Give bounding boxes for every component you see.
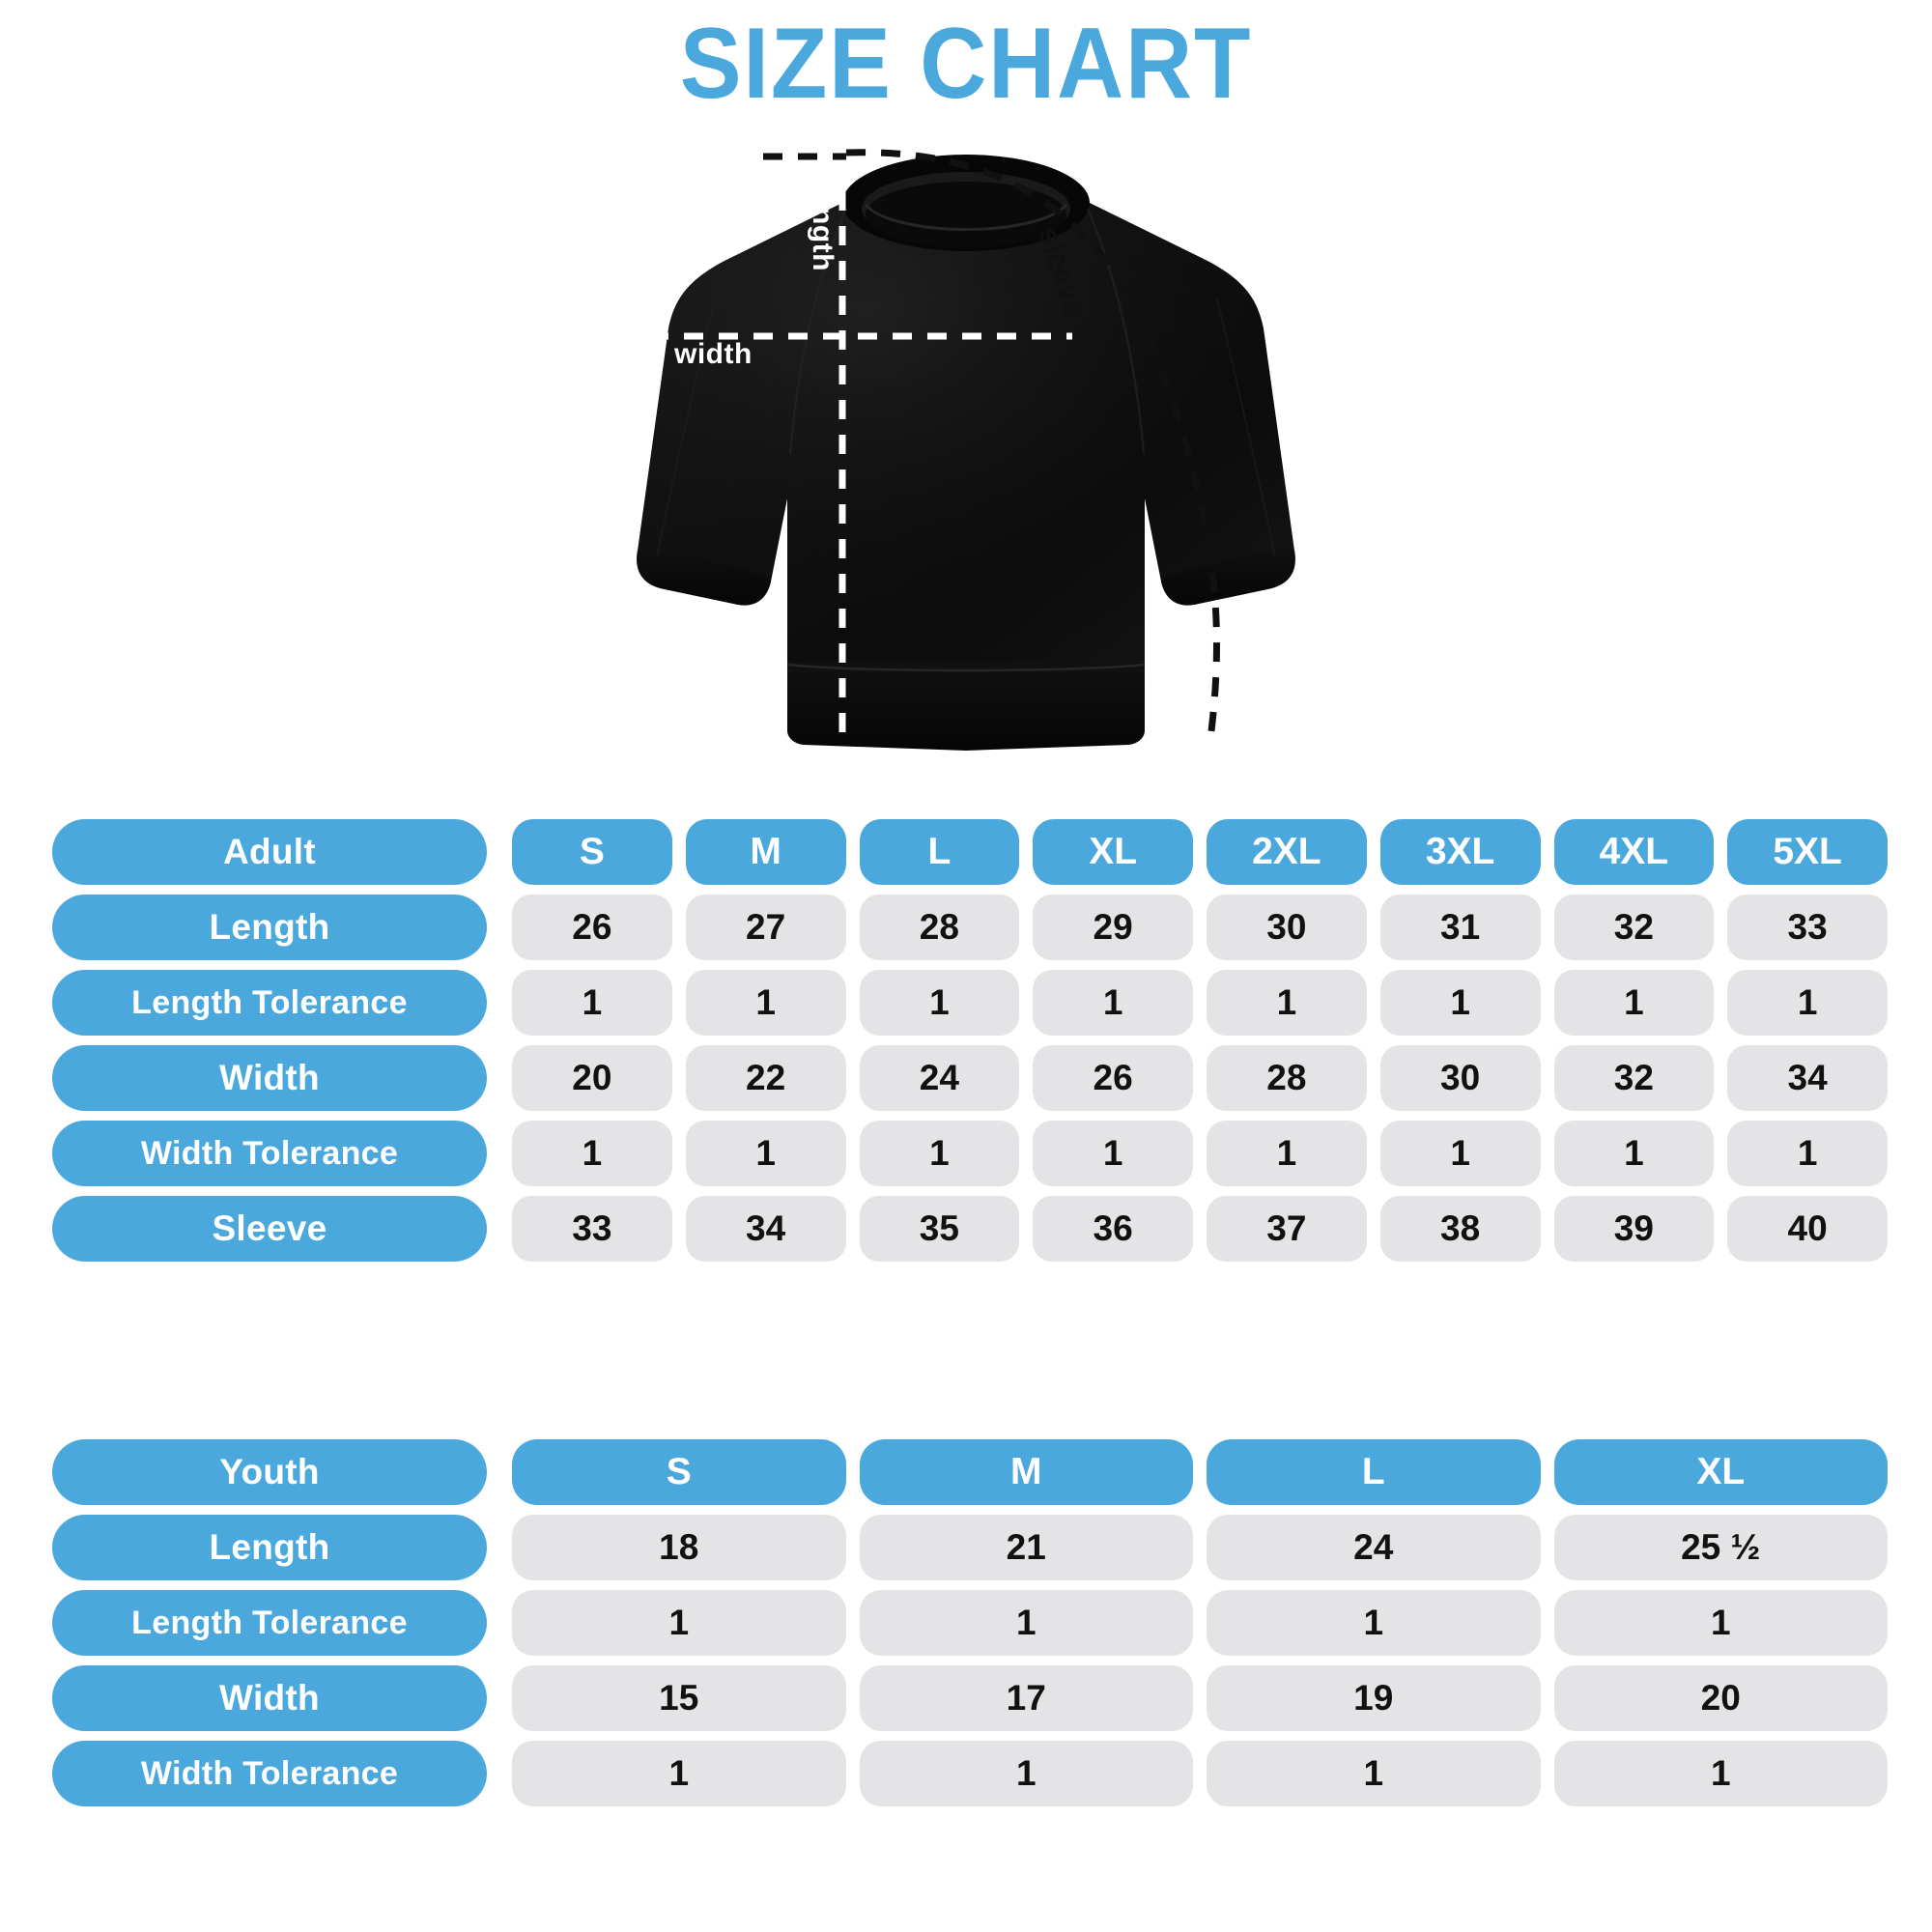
- row-label-sleeve: Sleeve: [52, 1196, 487, 1262]
- table-cell: 1: [512, 1121, 672, 1186]
- table-cell: 26: [1033, 1045, 1193, 1111]
- table-cell: 38: [1379, 1196, 1541, 1262]
- table-cell: 1: [685, 970, 846, 1036]
- table-cell: 1: [859, 970, 1020, 1036]
- table-cell: 30: [1379, 1045, 1541, 1111]
- width-label: width: [674, 338, 753, 370]
- column-header-m: M: [685, 819, 846, 885]
- row-label-width: Width: [52, 1045, 487, 1111]
- table-cell: 39: [1553, 1196, 1715, 1262]
- table-cell: 18: [512, 1515, 846, 1580]
- column-header-s: S: [512, 1439, 846, 1505]
- sleeve-guide-line: [845, 149, 1220, 747]
- table-row: Length 26 27 28 29 30 31 32 33: [52, 895, 1888, 960]
- table-cell: 1: [859, 1741, 1193, 1806]
- table-cell: 1: [1553, 1590, 1888, 1656]
- column-header-2xl: 2XL: [1207, 819, 1367, 885]
- table-cell: 21: [859, 1515, 1193, 1580]
- table-cell: 34: [1727, 1045, 1888, 1111]
- table-cell: 17: [859, 1665, 1193, 1731]
- table-cell: 40: [1727, 1196, 1888, 1262]
- table-cell: 26: [512, 895, 672, 960]
- table-cell: 27: [685, 895, 846, 960]
- table-cell: 1: [1379, 970, 1541, 1036]
- table-cell: 31: [1379, 895, 1541, 960]
- adult-table-title: Adult: [52, 819, 487, 885]
- table-cell: 1: [1727, 1121, 1888, 1186]
- table-cell: 1: [1727, 970, 1888, 1036]
- table-cell: 28: [859, 895, 1020, 960]
- table-row: Length Tolerance 1 1 1 1 1 1 1 1: [52, 970, 1888, 1036]
- row-label-width: Width: [52, 1665, 487, 1731]
- table-header-row: Adult S M L XL 2XL 3XL 4XL 5XL: [52, 819, 1888, 885]
- column-header-xl: XL: [1553, 1439, 1888, 1505]
- table-cell: 1: [512, 1590, 846, 1656]
- table-cell: 1: [1553, 1741, 1888, 1806]
- table-cell: 24: [859, 1045, 1020, 1111]
- row-label-length-tolerance: Length Tolerance: [52, 970, 487, 1036]
- column-header-4xl: 4XL: [1553, 819, 1715, 885]
- table-cell: 20: [512, 1045, 672, 1111]
- table-cell: 1: [512, 970, 672, 1036]
- column-header-s: S: [512, 819, 672, 885]
- table-cell: 15: [512, 1665, 846, 1731]
- table-cell: 25 ½: [1553, 1515, 1888, 1580]
- table-cell: 33: [512, 1196, 672, 1262]
- row-label-length-tolerance: Length Tolerance: [52, 1590, 487, 1656]
- column-header-l: L: [1207, 1439, 1541, 1505]
- table-row: Length Tolerance 1 1 1 1: [52, 1590, 1888, 1656]
- table-cell: 36: [1033, 1196, 1193, 1262]
- youth-table-title: Youth: [52, 1439, 487, 1505]
- sweatshirt-svg: [637, 149, 1295, 751]
- length-label: length: [807, 182, 838, 271]
- table-cell: 1: [685, 1121, 846, 1186]
- table-cell: 1: [1207, 970, 1367, 1036]
- table-cell: 33: [1727, 895, 1888, 960]
- garment-illustration: length width sleeve: [618, 135, 1314, 811]
- table-cell: 1: [1207, 1590, 1541, 1656]
- row-label-width-tolerance: Width Tolerance: [52, 1741, 487, 1806]
- table-cell: 29: [1033, 895, 1193, 960]
- table-row: Length 18 21 24 25 ½: [52, 1515, 1888, 1580]
- column-header-3xl: 3XL: [1379, 819, 1541, 885]
- table-cell: 34: [685, 1196, 846, 1262]
- table-cell: 1: [859, 1121, 1020, 1186]
- table-cell: 1: [1553, 1121, 1715, 1186]
- column-header-m: M: [859, 1439, 1193, 1505]
- row-label-length: Length: [52, 895, 487, 960]
- table-row: Width 20 22 24 26 28 30 32 34: [52, 1045, 1888, 1111]
- table-cell: 1: [859, 1590, 1193, 1656]
- column-header-xl: XL: [1033, 819, 1193, 885]
- table-cell: 35: [859, 1196, 1020, 1262]
- table-row: Width 15 17 19 20: [52, 1665, 1888, 1731]
- table-cell: 37: [1207, 1196, 1367, 1262]
- table-cell: 1: [512, 1741, 846, 1806]
- table-cell: 1: [1033, 1121, 1193, 1186]
- table-cell: 1: [1553, 970, 1715, 1036]
- row-label-length: Length: [52, 1515, 487, 1580]
- table-cell: 1: [1207, 1741, 1541, 1806]
- table-header-row: Youth S M L XL: [52, 1439, 1888, 1505]
- column-header-l: L: [859, 819, 1020, 885]
- table-cell: 28: [1207, 1045, 1367, 1111]
- page-title: SIZE CHART: [679, 8, 1253, 120]
- youth-size-table: Youth S M L XL Length 18 21 24 25 ½ Leng…: [52, 1439, 1888, 1816]
- table-cell: 24: [1207, 1515, 1541, 1580]
- table-cell: 30: [1207, 895, 1367, 960]
- table-row: Sleeve 33 34 35 36 37 38 39 40: [52, 1196, 1888, 1262]
- table-row: Width Tolerance 1 1 1 1 1 1 1 1: [52, 1121, 1888, 1186]
- table-cell: 1: [1379, 1121, 1541, 1186]
- table-cell: 19: [1207, 1665, 1541, 1731]
- column-header-5xl: 5XL: [1727, 819, 1888, 885]
- table-cell: 1: [1033, 970, 1193, 1036]
- table-cell: 20: [1553, 1665, 1888, 1731]
- table-cell: 1: [1207, 1121, 1367, 1186]
- table-cell: 32: [1553, 1045, 1715, 1111]
- row-label-width-tolerance: Width Tolerance: [52, 1121, 487, 1186]
- table-cell: 22: [685, 1045, 846, 1111]
- table-cell: 32: [1553, 895, 1715, 960]
- table-row: Width Tolerance 1 1 1 1: [52, 1741, 1888, 1806]
- adult-size-table: Adult S M L XL 2XL 3XL 4XL 5XL Length 26…: [52, 819, 1888, 1271]
